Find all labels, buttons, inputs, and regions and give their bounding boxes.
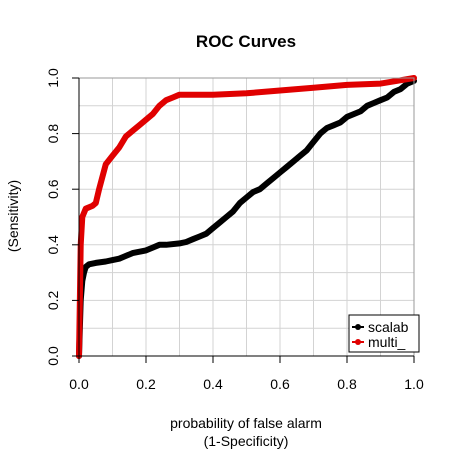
legend-marker-scalab [355, 324, 361, 330]
legend-label-multi: multi_ [368, 334, 406, 350]
chart-title: ROC Curves [196, 32, 296, 51]
legend-marker-multi [355, 339, 361, 345]
x-tick-label: 0.4 [203, 376, 223, 392]
x-axis-label-line1: probability of false alarm [170, 415, 322, 431]
y-tick-label: 1.0 [45, 68, 61, 88]
series-line-scalab [76, 77, 417, 359]
x-tick-label: 1.0 [404, 376, 424, 392]
legend-box [348, 314, 420, 353]
y-tick-label: 0.4 [45, 235, 61, 255]
y-tick-label: 0.8 [45, 124, 61, 144]
x-axis-label-line2: (1-Specificity) [204, 433, 289, 449]
legend-label-scalab: scalab [368, 319, 409, 335]
y-axis-label: (Sensitivity) [5, 180, 21, 252]
grid [79, 78, 414, 356]
x-axis: 0.0 0.2 0.4 0.6 0.8 1.0 [69, 355, 424, 392]
x-tick-label: 0.8 [337, 376, 357, 392]
x-tick-label: 0.6 [270, 376, 290, 392]
series-layer [76, 75, 417, 359]
x-tick-label: 0.2 [136, 376, 156, 392]
y-tick-label: 0.6 [45, 179, 61, 199]
series-line-multi [76, 75, 417, 359]
y-axis: 0.0 0.2 0.4 0.6 0.8 1.0 [45, 68, 80, 366]
y-tick-label: 0.2 [45, 290, 61, 310]
legend: scalab multi_ [348, 314, 420, 353]
y-tick-label: 0.0 [45, 346, 61, 366]
x-tick-label: 0.0 [69, 376, 89, 392]
